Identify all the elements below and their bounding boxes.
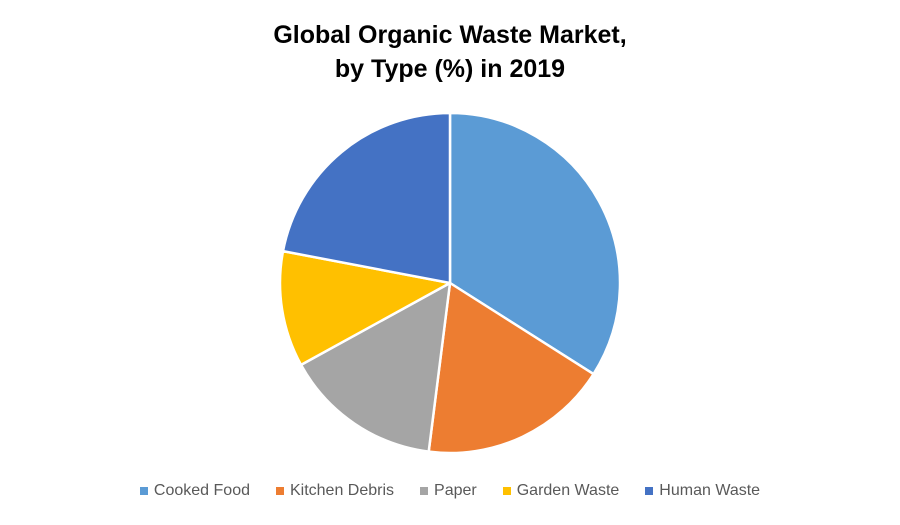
pie-slice-garden-waste: [278, 249, 452, 367]
legend-item-human-waste: Human Waste: [645, 482, 760, 500]
legend-swatch-paper: [420, 487, 429, 495]
legend-item-garden-waste: Garden Waste: [502, 482, 620, 500]
chart-title-line-2: by Type (%) in 2019: [334, 55, 566, 83]
legend-swatch-cooked-food: [139, 487, 148, 495]
legend-item-paper: Paper: [420, 482, 477, 500]
chart-title: Global Organic Waste Market, by Type (%)…: [0, 18, 900, 86]
legend-label-garden-waste: Garden Waste: [516, 482, 620, 499]
legend-label-kitchen-debris: Kitchen Debris: [289, 482, 395, 499]
legend-swatch-garden-waste: [502, 487, 511, 495]
pie-slice-human-waste: [281, 111, 452, 285]
chart-title-line-1: Global Organic Waste Market,: [273, 21, 627, 49]
legend-swatch-human-waste: [645, 487, 654, 495]
chart-legend: Cooked Food Kitchen Debris Paper Garden Was…: [0, 482, 900, 500]
pie-slice-paper: [299, 281, 452, 453]
legend-label-paper: Paper: [434, 482, 477, 499]
legend-item-kitchen-debris: Kitchen Debris: [275, 482, 395, 500]
legend-swatch-kitchen-debris: [275, 487, 284, 495]
legend-label-human-waste: Human Waste: [659, 482, 761, 499]
legend-label-cooked-food: Cooked Food: [153, 482, 250, 499]
pie-slice-kitchen-debris: [427, 281, 595, 455]
legend-item-cooked-food: Cooked Food: [139, 482, 250, 500]
